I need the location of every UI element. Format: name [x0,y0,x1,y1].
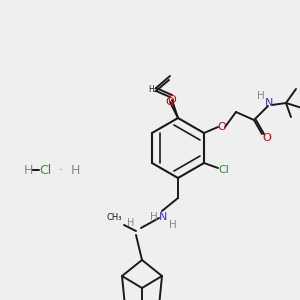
Text: ·  H: · H [55,164,80,176]
Text: H: H [23,164,33,176]
Text: CH₃: CH₃ [106,214,122,223]
Text: H: H [127,218,135,228]
Text: H: H [169,220,177,230]
Text: Cl: Cl [218,165,230,175]
Text: O: O [262,133,272,143]
Text: H₂: H₂ [148,85,158,94]
Text: N: N [265,98,273,108]
Text: O: O [168,95,176,105]
Text: H: H [150,212,158,222]
Text: Cl: Cl [39,164,51,176]
Text: O: O [218,122,226,132]
Text: N: N [159,212,167,222]
Text: H: H [257,91,265,101]
Text: O: O [166,97,174,107]
